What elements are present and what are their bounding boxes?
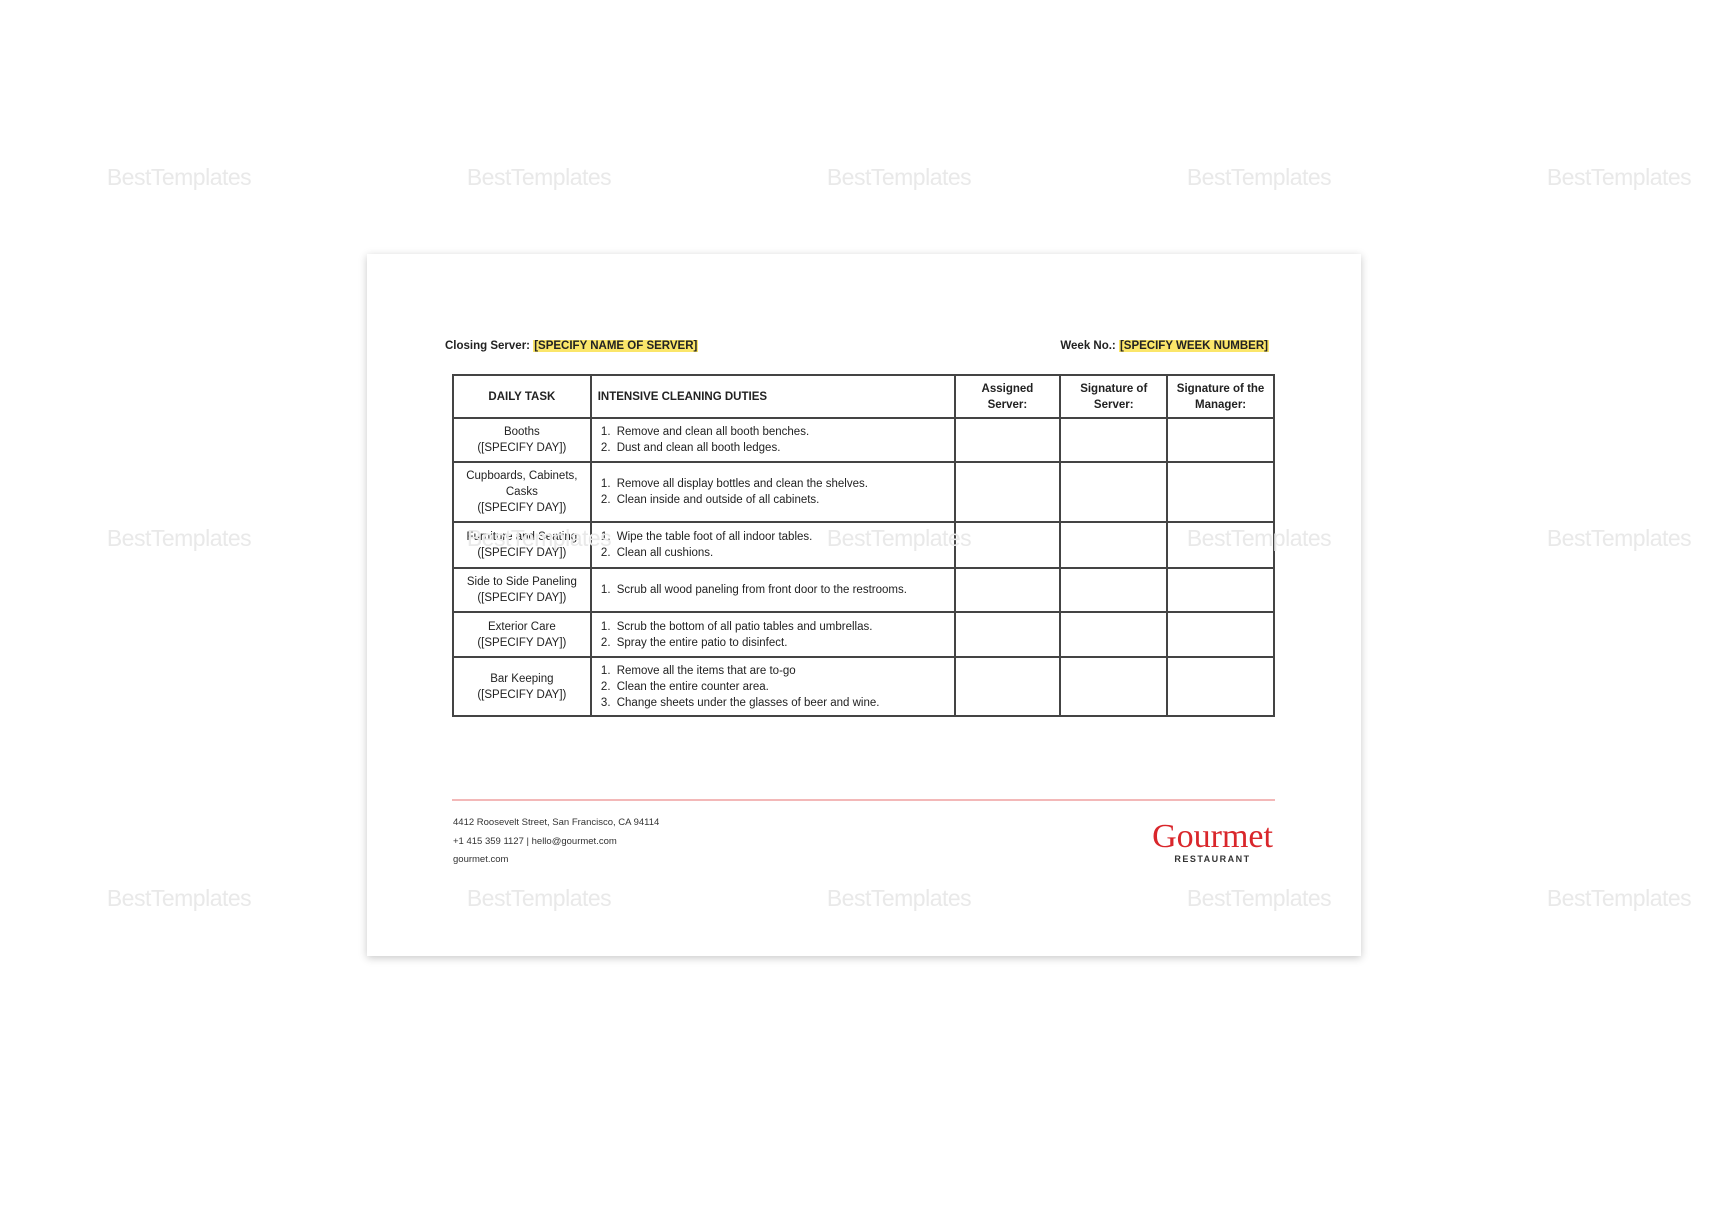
closing-server-field: Closing Server: [SPECIFY NAME OF SERVER]: [445, 340, 699, 352]
manager-signature-cell[interactable]: [1166, 461, 1275, 523]
table-row: Furniture and Seating ([SPECIFY DAY]) Wipe…: [452, 521, 1275, 569]
task-day: ([SPECIFY DAY]): [477, 592, 567, 604]
document-page: Closing Server: [SPECIFY NAME OF SERVER]…: [367, 254, 1361, 956]
closing-server-value: [SPECIFY NAME OF SERVER]: [533, 340, 699, 352]
server-signature-cell[interactable]: [1059, 461, 1169, 523]
watermark: BestTemplates: [1186, 164, 1332, 190]
duties-cell: Scrub the bottom of all patio tables and…: [589, 611, 956, 658]
duties-cell: Scrub all wood paneling from front door …: [589, 567, 956, 613]
task-day: ([SPECIFY DAY]): [477, 547, 567, 559]
task-name: Exterior Care: [487, 620, 556, 633]
week-number-value: [SPECIFY WEEK NUMBER]: [1118, 340, 1269, 352]
assigned-server-cell[interactable]: [953, 611, 1062, 658]
server-signature-cell[interactable]: [1059, 656, 1169, 717]
task-name: Cupboards, Cabinets, Casks: [466, 470, 578, 498]
column-header: Assigned Server:: [953, 374, 1062, 419]
footer-divider: [452, 799, 1275, 801]
server-signature-cell[interactable]: [1059, 567, 1169, 613]
table-row: Exterior Care ([SPECIFY DAY]) Scrub the bo…: [452, 611, 1275, 658]
manager-signature-cell[interactable]: [1166, 567, 1275, 613]
task-name: Side to Side Paneling: [466, 576, 577, 588]
duty-item: Clean the entire counter area.: [614, 679, 948, 695]
server-signature-cell[interactable]: [1059, 611, 1169, 658]
table-row: Booths ([SPECIFY DAY]) Remove and clean al…: [452, 417, 1275, 463]
task-name: Furniture and Seating: [466, 531, 578, 543]
daily-task-cell: Cupboards, Cabinets, Casks ([SPECIFY DAY]…: [452, 461, 592, 523]
watermark: BestTemplates: [1546, 885, 1692, 911]
daily-task-cell: Exterior Care ([SPECIFY DAY]): [452, 611, 592, 658]
column-header: DAILY TASK: [452, 374, 592, 419]
watermark: BestTemplates: [106, 885, 252, 911]
watermark: BestTemplates: [106, 525, 252, 551]
footer-website: gourmet.com: [453, 854, 509, 865]
week-number-field: Week No.: [SPECIFY WEEK NUMBER]: [1060, 340, 1269, 352]
duty-item: Remove all the items that are to-go: [614, 663, 948, 679]
daily-task-cell: Booths ([SPECIFY DAY]): [452, 417, 592, 463]
watermark: BestTemplates: [1546, 525, 1692, 551]
watermark: BestTemplates: [1546, 164, 1692, 190]
duty-item: Scrub all wood paneling from front door …: [614, 582, 948, 598]
manager-signature-cell[interactable]: [1166, 521, 1275, 569]
footer-address: 4412 Roosevelt Street, San Francisco, CA…: [453, 817, 660, 828]
task-day: ([SPECIFY DAY]): [477, 442, 567, 454]
watermark: BestTemplates: [466, 164, 612, 190]
assigned-server-cell[interactable]: [953, 417, 1062, 463]
watermark: BestTemplates: [106, 164, 252, 190]
task-name: Bar Keeping: [490, 672, 554, 685]
duty-item: Clean all cushions.: [614, 545, 948, 561]
daily-task-cell: Side to Side Paneling ([SPECIFY DAY]): [452, 567, 592, 613]
task-day: ([SPECIFY DAY]): [477, 688, 567, 701]
logo-name: Gourmet: [1152, 818, 1273, 855]
server-signature-cell[interactable]: [1059, 521, 1169, 569]
server-signature-cell[interactable]: [1059, 417, 1169, 463]
table-row: Bar Keeping ([SPECIFY DAY]) Remove all the…: [452, 656, 1275, 717]
duties-cell: Wipe the table foot of all indoor tables…: [589, 521, 956, 569]
task-day: ([SPECIFY DAY]): [477, 502, 567, 514]
duty-item: Clean inside and outside of all cabinets…: [614, 492, 948, 508]
assigned-server-cell[interactable]: [953, 567, 1062, 613]
duty-item: Change sheets under the glasses of beer …: [614, 695, 948, 711]
week-number-label: Week No.:: [1060, 340, 1116, 352]
table-row: Side to Side Paneling ([SPECIFY DAY]) Scru…: [452, 567, 1275, 613]
duty-item: Scrub the bottom of all patio tables and…: [614, 619, 948, 635]
logo-subtitle: RESTAURANT: [1174, 854, 1251, 864]
duty-item: Dust and clean all booth ledges.: [614, 440, 948, 456]
watermark: BestTemplates: [826, 164, 972, 190]
assigned-server-cell[interactable]: [953, 656, 1062, 717]
duty-item: Remove all display bottles and clean the…: [614, 476, 948, 492]
manager-signature-cell[interactable]: [1166, 611, 1275, 658]
task-day: ([SPECIFY DAY]): [477, 636, 567, 649]
manager-signature-cell[interactable]: [1166, 656, 1275, 717]
daily-task-cell: Bar Keeping ([SPECIFY DAY]): [452, 656, 592, 717]
assigned-server-cell[interactable]: [953, 461, 1062, 523]
manager-signature-cell[interactable]: [1166, 417, 1275, 463]
column-header: INTENSIVE CLEANING DUTIES: [589, 374, 956, 419]
duty-item: Wipe the table foot of all indoor tables…: [614, 529, 948, 545]
daily-task-cell: Furniture and Seating ([SPECIFY DAY]): [452, 521, 592, 569]
assigned-server-cell[interactable]: [953, 521, 1062, 569]
duties-cell: Remove and clean all booth benches.Dust …: [589, 417, 956, 463]
table-row: Cupboards, Cabinets, Casks ([SPECIFY DAY]…: [452, 461, 1275, 523]
duties-cell: Remove all the items that are to-goClean…: [589, 656, 956, 717]
cleaning-duties-table: DAILY TASK INTENSIVE CLEANING DUTIES Assig…: [452, 374, 1275, 717]
column-header: Signature of the Manager:: [1166, 374, 1275, 419]
duty-item: Spray the entire patio to disinfect.: [614, 635, 948, 651]
task-name: Booths: [503, 426, 540, 438]
duty-item: Remove and clean all booth benches.: [614, 424, 948, 440]
gourmet-logo: Gourmet RESTAURANT: [1145, 818, 1280, 865]
closing-server-label: Closing Server:: [445, 340, 530, 352]
duties-cell: Remove all display bottles and clean the…: [589, 461, 956, 523]
footer-contact: +1 415 359 1127 | hello@gourmet.com: [453, 836, 617, 847]
column-header: Signature of Server:: [1059, 374, 1169, 419]
